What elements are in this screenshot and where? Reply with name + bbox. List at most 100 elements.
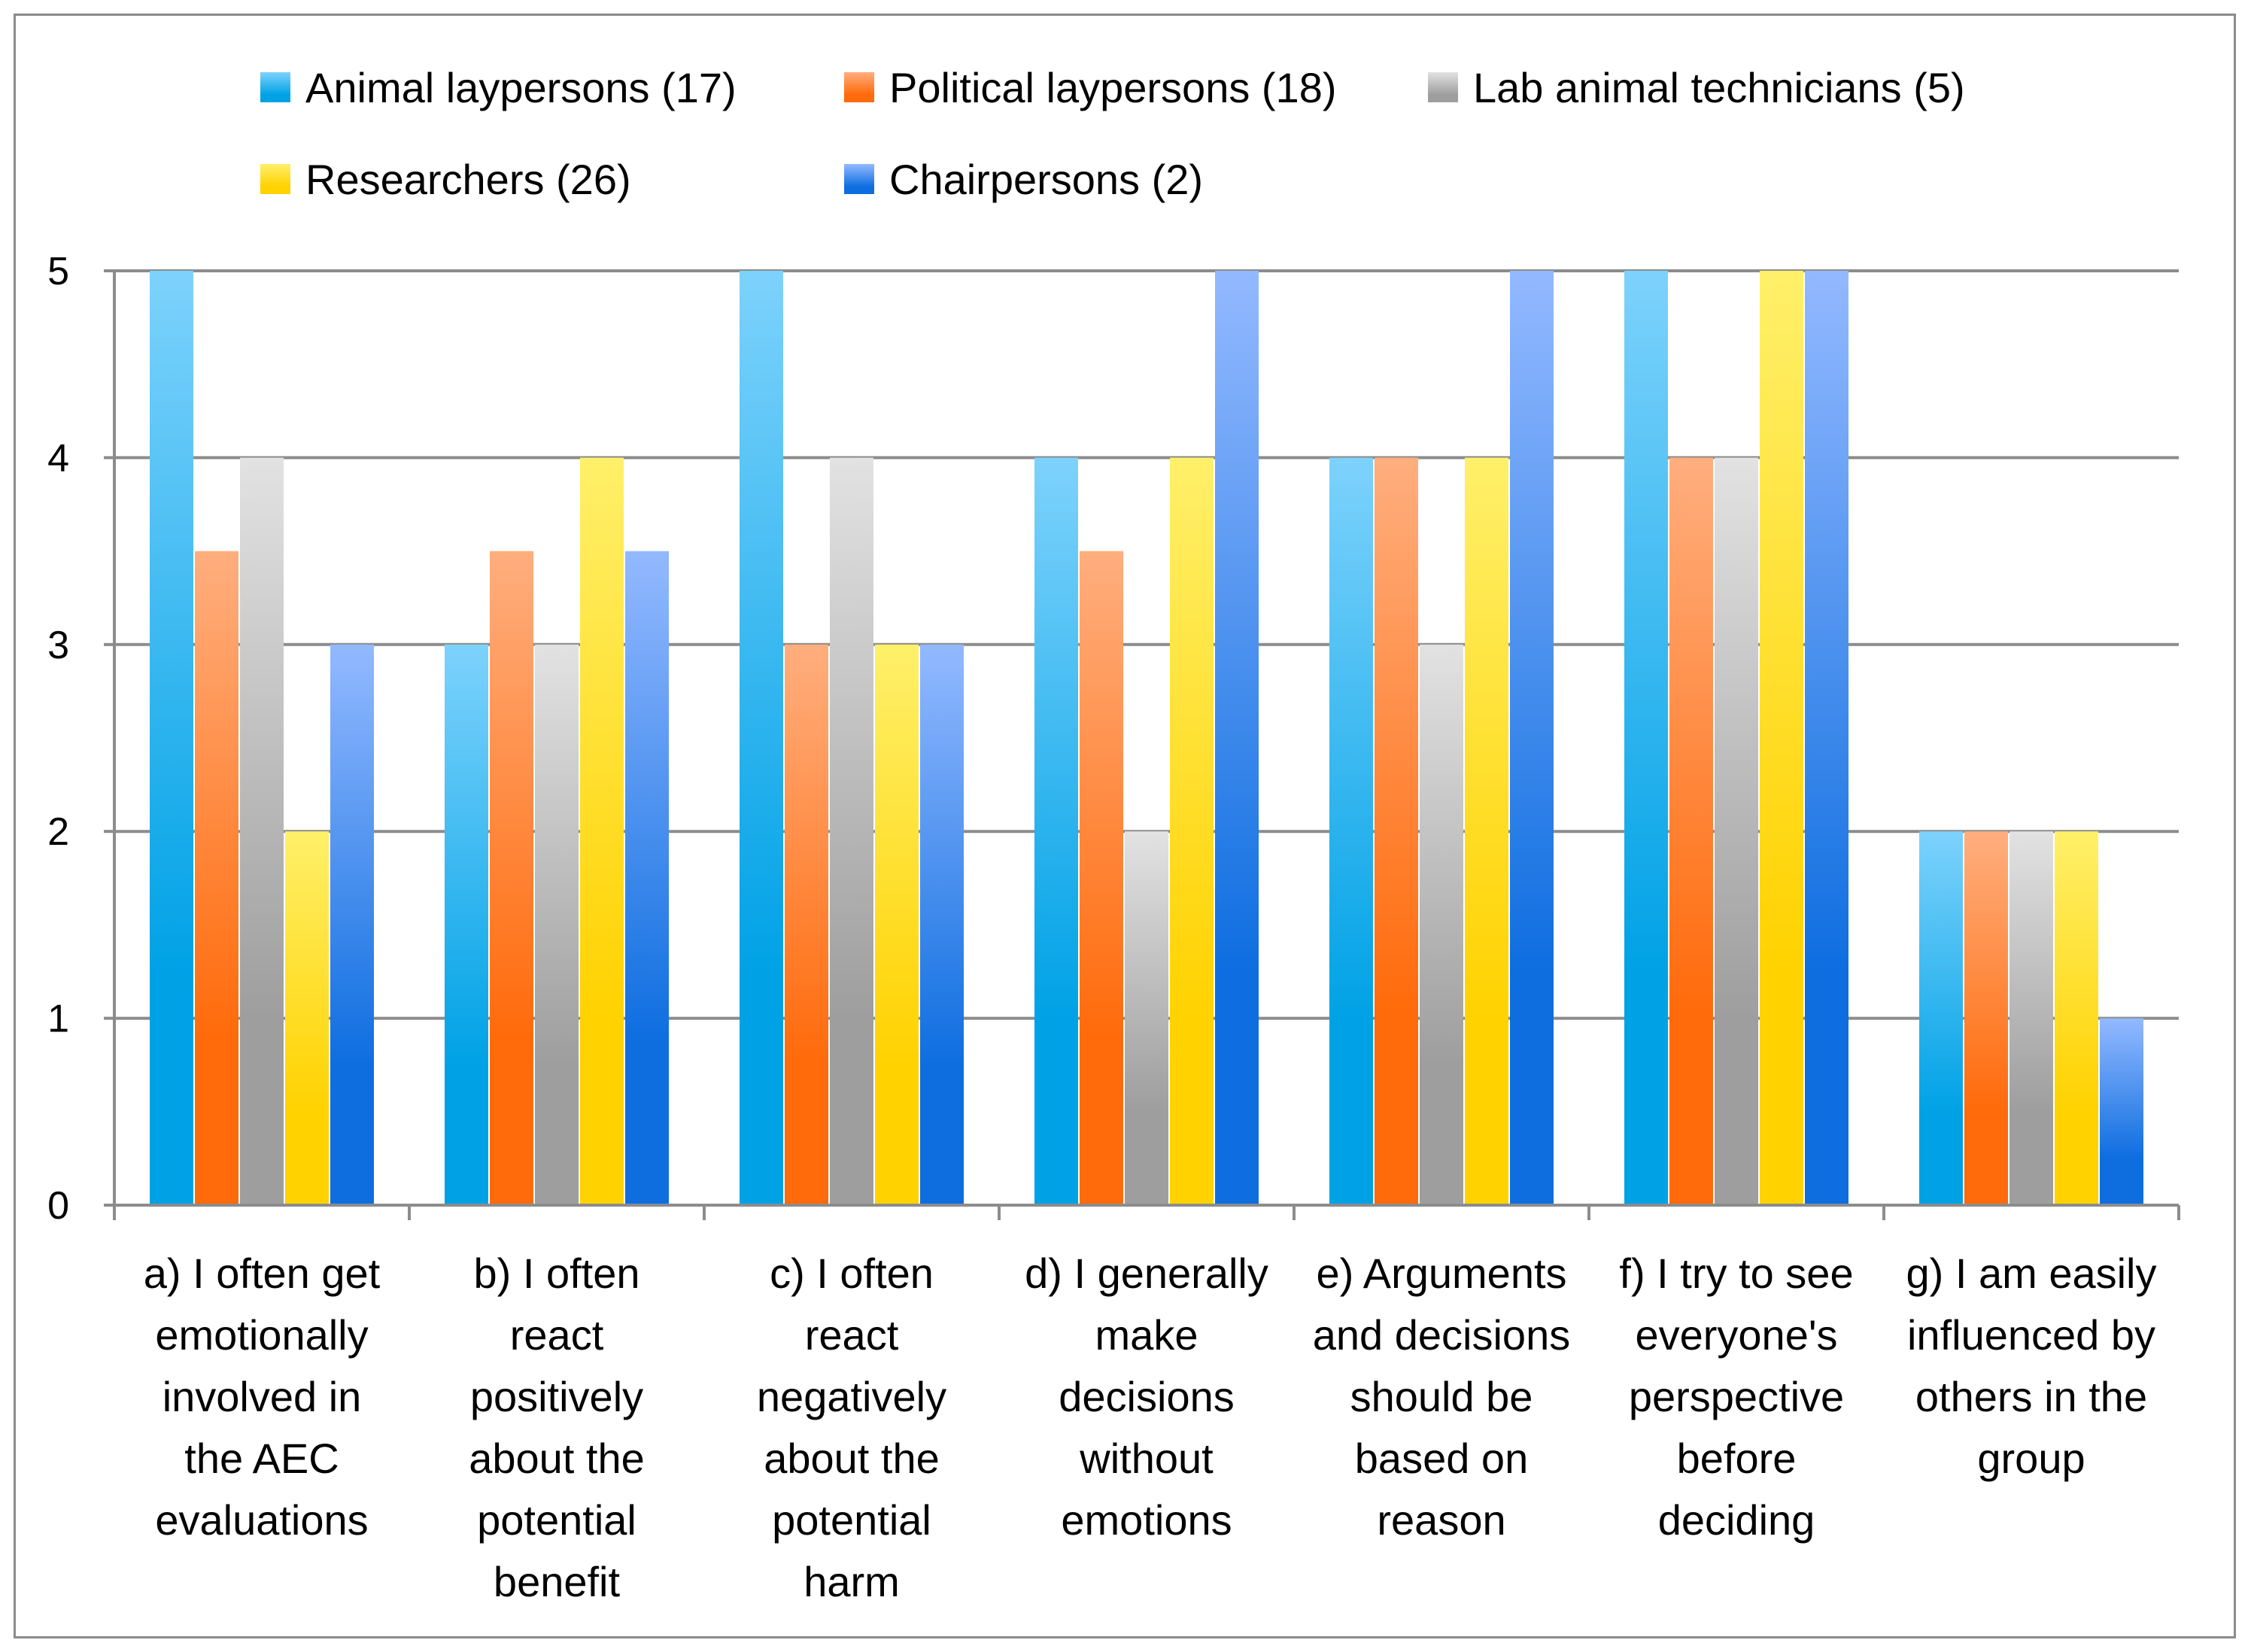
x-category-label: d) I generally make decisions without emotio… xyxy=(1025,1250,1268,1544)
x-category-label-line: perspective xyxy=(1629,1373,1844,1420)
x-category-label-line: reason xyxy=(1377,1496,1505,1544)
bar-4-series-2 xyxy=(1080,551,1123,1205)
x-category-label-line: based on xyxy=(1355,1435,1528,1482)
bar-2-series-4 xyxy=(580,457,624,1205)
bar-3-series-1 xyxy=(740,271,783,1205)
x-category-label-line: c) I often xyxy=(770,1250,934,1297)
x-category-label-line: involved in xyxy=(163,1373,362,1420)
x-category-label: b) I often react positively about the potent… xyxy=(469,1250,645,1605)
y-tick-labels: 0 1 2 3 4 5 xyxy=(47,250,114,1228)
bar-4-series-1 xyxy=(1034,457,1078,1205)
bar-2-series-5 xyxy=(625,551,669,1205)
bar-6-series-5 xyxy=(1805,271,1848,1205)
x-category-label-line: and decisions xyxy=(1313,1311,1570,1359)
x-category-label: f) I try to see everyone's perspective befo… xyxy=(1619,1250,1853,1544)
legend-label-1: Animal laypersons (17) xyxy=(305,64,737,111)
x-category-label-line: e) Arguments xyxy=(1316,1250,1566,1297)
legend: Animal laypersons (17) Political layperso… xyxy=(260,64,1965,203)
axes xyxy=(113,271,2180,1220)
y-tick-label: 1 xyxy=(47,998,69,1041)
x-category-label-line: d) I generally xyxy=(1025,1250,1268,1297)
x-category-label-line: react xyxy=(510,1311,604,1359)
x-category-label-line: harm xyxy=(803,1558,900,1605)
x-category-label-line: benefit xyxy=(494,1558,621,1605)
x-category-label-line: make xyxy=(1095,1311,1198,1359)
x-category-labels: a) I often get emotionally involved in the … xyxy=(144,1250,2157,1605)
bar-1-series-2 xyxy=(195,551,238,1205)
legend-swatch-4 xyxy=(260,164,290,194)
bar-6-series-3 xyxy=(1715,457,1758,1205)
x-category-label-line: negatively xyxy=(757,1373,946,1420)
bar-5-series-2 xyxy=(1375,457,1418,1205)
x-category-label-line: potential xyxy=(772,1496,931,1544)
y-tick-label: 2 xyxy=(47,810,69,854)
y-tick-label: 5 xyxy=(47,250,69,293)
x-category-label-line: without xyxy=(1079,1435,1214,1482)
legend-label-3: Lab animal technicians (5) xyxy=(1473,64,1965,111)
bar-7-series-1 xyxy=(1919,831,1963,1205)
chart-frame xyxy=(14,14,2236,1638)
bar-5-series-3 xyxy=(1420,644,1463,1205)
bar-4-series-4 xyxy=(1170,457,1214,1205)
x-category-label-line: should be xyxy=(1350,1373,1533,1420)
x-category-label: g) I am easily influenced by others in the… xyxy=(1906,1250,2157,1482)
x-category-label-line: positively xyxy=(470,1373,643,1420)
legend-swatch-2 xyxy=(844,72,874,102)
bar-1-series-5 xyxy=(330,644,374,1205)
bar-3-series-3 xyxy=(830,457,873,1205)
x-category-label-line: f) I try to see xyxy=(1619,1250,1853,1297)
bar-7-series-3 xyxy=(2009,831,2053,1205)
bar-1-series-3 xyxy=(240,457,284,1205)
x-category-label-line: before xyxy=(1677,1435,1797,1482)
x-category-label-line: react xyxy=(805,1311,899,1359)
x-category-label-line: evaluations xyxy=(155,1496,368,1544)
x-category-label-line: the AEC xyxy=(184,1435,339,1482)
bar-1-series-1 xyxy=(150,271,193,1205)
x-category-label-line: about the xyxy=(469,1435,645,1482)
bar-7-series-5 xyxy=(2100,1018,2143,1205)
bar-3-series-5 xyxy=(920,644,964,1205)
x-category-label: a) I often get emotionally involved in the … xyxy=(144,1250,381,1544)
bar-5-series-4 xyxy=(1465,457,1508,1205)
legend-swatch-5 xyxy=(844,164,874,194)
bar-2-series-1 xyxy=(445,644,488,1205)
x-category-label-line: emotions xyxy=(1061,1496,1232,1544)
x-category-label-line: deciding xyxy=(1658,1496,1815,1544)
x-category-label-line: a) I often get xyxy=(144,1250,381,1297)
legend-label-4: Researchers (26) xyxy=(305,156,631,203)
y-tick-label: 0 xyxy=(47,1184,69,1228)
x-category-label-line: others in the xyxy=(1915,1373,2147,1420)
x-category-label-line: g) I am easily xyxy=(1906,1250,2157,1297)
x-category-label-line: emotionally xyxy=(155,1311,368,1359)
bar-5-series-1 xyxy=(1329,457,1373,1205)
legend-label-2: Political laypersons (18) xyxy=(889,64,1336,111)
x-category-label-line: influenced by xyxy=(1907,1311,2155,1359)
x-category-label: e) Arguments and decisions should be based … xyxy=(1313,1250,1570,1544)
bars xyxy=(150,271,2143,1205)
bar-2-series-2 xyxy=(490,551,533,1205)
bar-6-series-2 xyxy=(1669,457,1713,1205)
bar-5-series-5 xyxy=(1510,271,1554,1205)
legend-swatch-3 xyxy=(1428,72,1458,102)
bar-3-series-4 xyxy=(875,644,919,1205)
legend-label-5: Chairpersons (2) xyxy=(889,156,1203,203)
x-category-label-line: b) I often xyxy=(473,1250,639,1297)
legend-swatch-1 xyxy=(260,72,290,102)
x-category-label-line: about the xyxy=(764,1435,940,1482)
bar-2-series-3 xyxy=(535,644,579,1205)
bar-7-series-4 xyxy=(2055,831,2098,1205)
x-category-label-line: everyone's xyxy=(1635,1311,1837,1359)
bar-1-series-4 xyxy=(285,831,329,1205)
bar-6-series-1 xyxy=(1624,271,1668,1205)
y-tick-label: 4 xyxy=(47,436,69,480)
x-category-label: c) I often react negatively about the potent… xyxy=(757,1250,946,1605)
bar-3-series-2 xyxy=(785,644,828,1205)
bar-4-series-5 xyxy=(1215,271,1259,1205)
bar-4-series-3 xyxy=(1125,831,1168,1205)
bar-7-series-2 xyxy=(1964,831,2008,1205)
x-category-label-line: potential xyxy=(477,1496,636,1544)
y-tick-label: 3 xyxy=(47,624,69,667)
bar-6-series-4 xyxy=(1760,271,1803,1205)
x-category-label-line: decisions xyxy=(1059,1373,1234,1420)
